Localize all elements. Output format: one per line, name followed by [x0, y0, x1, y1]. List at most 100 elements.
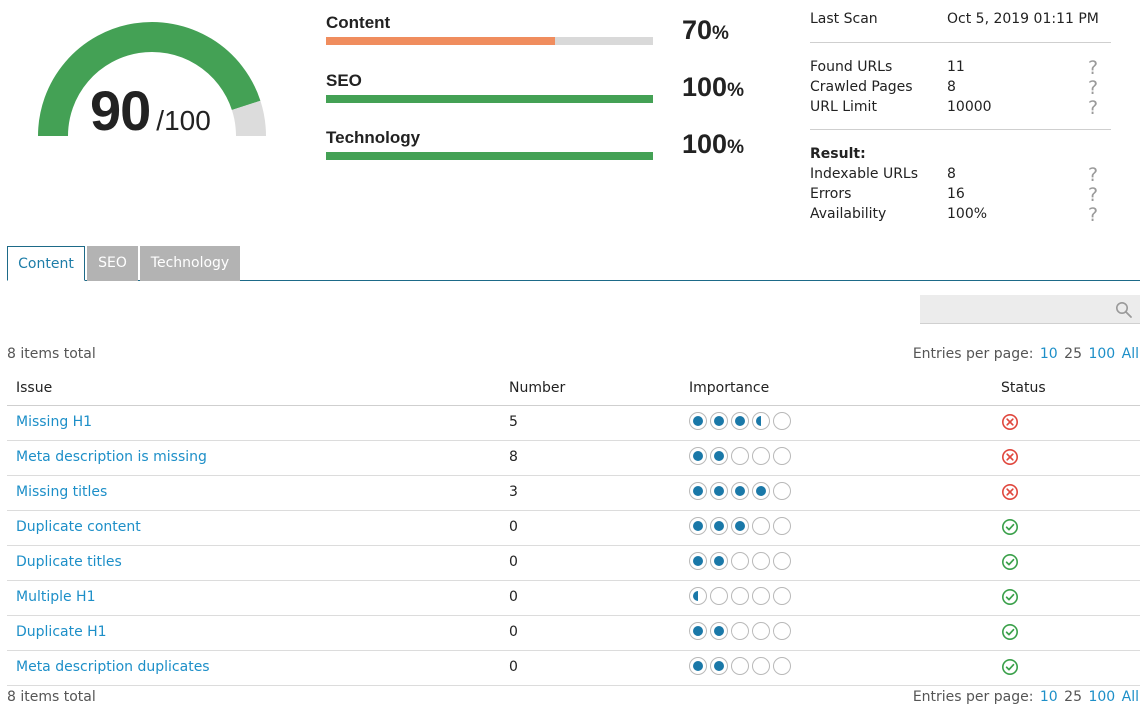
- importance-dot-filled: [710, 657, 728, 675]
- importance-rating: [689, 622, 794, 644]
- status-error-icon: [1001, 448, 1019, 470]
- importance-dot-filled: [689, 482, 707, 500]
- importance-dot-filled: [710, 552, 728, 570]
- issue-link[interactable]: Duplicate H1: [16, 624, 107, 640]
- importance-dot-empty: [752, 587, 770, 605]
- help-icon[interactable]: ?: [1088, 204, 1099, 226]
- column-header-number[interactable]: Number: [509, 380, 566, 396]
- search-box: [920, 295, 1140, 324]
- search-icon[interactable]: [1115, 301, 1133, 323]
- page-size-10[interactable]: 10: [1039, 689, 1058, 705]
- page-size-25[interactable]: 25: [1064, 346, 1082, 362]
- category-content-percent: 70%: [682, 15, 729, 45]
- importance-dot-half: [689, 587, 707, 605]
- table-row[interactable]: Meta description is missing 8: [7, 441, 1140, 476]
- issues-table: Issue Number Importance Status Missing H…: [7, 372, 1140, 686]
- importance-dot-empty: [773, 657, 791, 675]
- table-row[interactable]: Meta description duplicates 0: [7, 651, 1140, 686]
- page-size-all[interactable]: All: [1121, 346, 1139, 362]
- issue-number: 0: [509, 624, 518, 640]
- importance-dot-empty: [773, 587, 791, 605]
- tab-content[interactable]: Content: [7, 246, 85, 281]
- tab-seo[interactable]: SEO: [87, 246, 138, 281]
- importance-dot-filled: [710, 447, 728, 465]
- divider: [810, 42, 1111, 43]
- importance-dot-empty: [710, 587, 728, 605]
- importance-dot-filled: [710, 482, 728, 500]
- help-icon[interactable]: ?: [1088, 184, 1099, 206]
- tab-technology[interactable]: Technology: [140, 246, 240, 281]
- help-icon[interactable]: ?: [1088, 164, 1099, 186]
- importance-dot-filled: [710, 622, 728, 640]
- importance-dot-filled: [689, 517, 707, 535]
- entries-per-page-top: Entries per page: 10 25 100 All: [912, 346, 1139, 362]
- status-ok-icon: [1001, 518, 1019, 540]
- status-error-icon: [1001, 483, 1019, 505]
- score-gauge-arc: [38, 22, 266, 137]
- table-row[interactable]: Duplicate H1 0: [7, 616, 1140, 651]
- importance-rating: [689, 482, 794, 504]
- column-header-issue[interactable]: Issue: [16, 380, 53, 396]
- importance-dot-empty: [773, 482, 791, 500]
- importance-dot-filled: [689, 447, 707, 465]
- importance-dot-empty: [731, 657, 749, 675]
- importance-dot-empty: [731, 587, 749, 605]
- score-readout: 90/100: [90, 78, 211, 143]
- category-seo-percent: 100%: [682, 72, 744, 102]
- category-name: SEO: [326, 71, 362, 90]
- issue-link[interactable]: Duplicate content: [16, 519, 141, 535]
- issue-link[interactable]: Missing titles: [16, 484, 108, 500]
- importance-dot-filled: [710, 412, 728, 430]
- url-limit-row: URL Limit 10000 ?: [810, 97, 1099, 119]
- issue-number: 3: [509, 484, 518, 500]
- table-row[interactable]: Missing titles 3: [7, 476, 1140, 511]
- importance-dot-half: [752, 412, 770, 430]
- issue-link[interactable]: Multiple H1: [16, 589, 96, 605]
- importance-rating: [689, 517, 794, 539]
- importance-rating: [689, 552, 794, 574]
- importance-dot-empty: [752, 552, 770, 570]
- importance-dot-empty: [731, 622, 749, 640]
- issue-link[interactable]: Meta description is missing: [16, 449, 207, 465]
- importance-dot-empty: [773, 447, 791, 465]
- category-name: Technology: [326, 128, 421, 147]
- importance-dot-empty: [752, 657, 770, 675]
- importance-dot-filled: [752, 482, 770, 500]
- issue-link[interactable]: Duplicate titles: [16, 554, 122, 570]
- issue-number: 0: [509, 589, 518, 605]
- table-header: Issue Number Importance Status: [7, 372, 1140, 406]
- status-ok-icon: [1001, 588, 1019, 610]
- importance-dot-filled: [731, 412, 749, 430]
- help-icon[interactable]: ?: [1088, 77, 1099, 99]
- table-row[interactable]: Multiple H1 0: [7, 581, 1140, 616]
- page-size-100[interactable]: 100: [1088, 346, 1116, 362]
- issue-link[interactable]: Missing H1: [16, 414, 93, 430]
- issue-link[interactable]: Meta description duplicates: [16, 659, 210, 675]
- items-total-bottom: 8 items total: [7, 689, 96, 705]
- search-input[interactable]: [920, 295, 1110, 323]
- issue-number: 0: [509, 554, 518, 570]
- table-row[interactable]: Missing H1 5: [7, 406, 1140, 441]
- column-header-importance[interactable]: Importance: [689, 380, 770, 396]
- table-body: Missing H1 5 Meta description is missing 8 M…: [7, 406, 1140, 686]
- category-progress-track: [326, 37, 653, 45]
- category-technology-percent: 100%: [682, 129, 744, 159]
- category-content: Content: [326, 12, 654, 45]
- score-value: 90: [90, 79, 151, 142]
- importance-dot-empty: [752, 622, 770, 640]
- table-row[interactable]: Duplicate titles 0: [7, 546, 1140, 581]
- page-size-all[interactable]: All: [1121, 689, 1139, 705]
- table-row[interactable]: Duplicate content 0: [7, 511, 1140, 546]
- column-header-status[interactable]: Status: [1001, 380, 1046, 396]
- availability-row: Availability 100% ?: [810, 204, 1099, 226]
- help-icon[interactable]: ?: [1088, 57, 1099, 79]
- importance-rating: [689, 447, 794, 469]
- page-size-10[interactable]: 10: [1039, 346, 1058, 362]
- page-size-100[interactable]: 100: [1088, 689, 1116, 705]
- category-seo: SEO: [326, 70, 654, 103]
- status-ok-icon: [1001, 658, 1019, 680]
- issue-number: 0: [509, 519, 518, 535]
- page-size-25[interactable]: 25: [1064, 689, 1082, 705]
- indexable-urls-row: Indexable URLs 8 ?: [810, 164, 1099, 186]
- help-icon[interactable]: ?: [1088, 97, 1099, 119]
